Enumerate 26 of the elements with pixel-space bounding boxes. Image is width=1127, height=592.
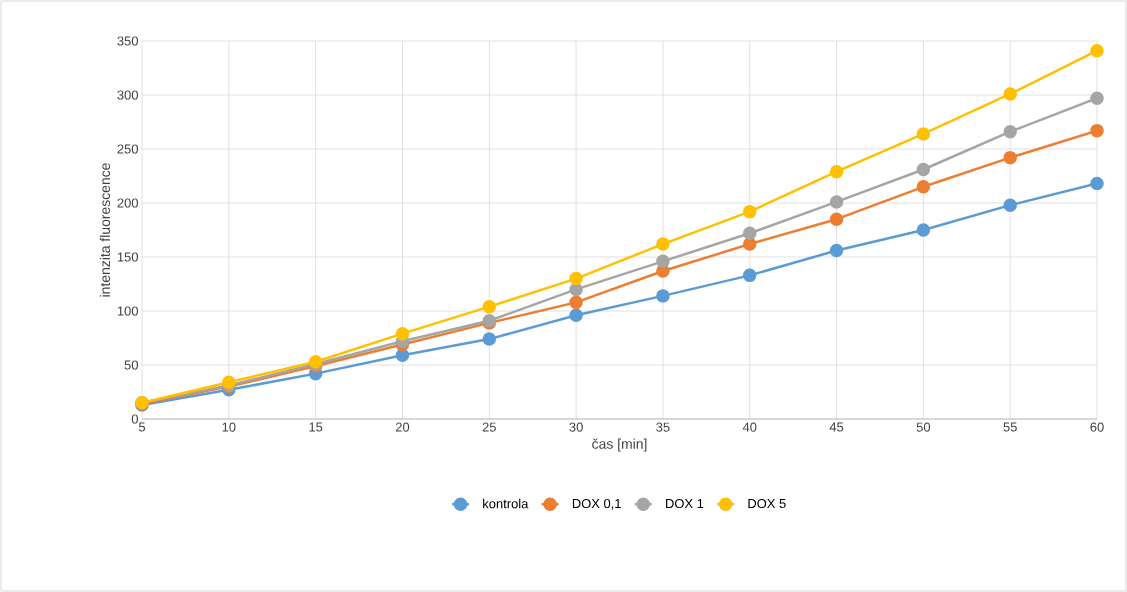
x-tick-label: 40 [742,422,757,432]
y-axis-title: intenzita fluorescence [99,163,111,297]
x-tick-label: 25 [482,422,496,432]
legend-label: DOX 1 [666,498,704,509]
x-tick-label: 10 [222,422,236,432]
legend-label: DOX 0,1 [572,498,621,510]
x-tick-label: 35 [656,422,670,432]
y-tick-label: 350 [117,36,138,46]
x-tick-label: 50 [916,422,931,432]
x-tick-label: 30 [569,422,583,432]
y-tick-label: 200 [117,198,138,208]
legend-label: DOX 5 [748,498,786,509]
y-tick-label: 250 [117,144,138,154]
y-tick-label: 100 [117,306,138,316]
x-tick-label: 55 [1003,422,1017,432]
x-tick-label: 45 [829,422,844,432]
y-tick-label: 0 [131,414,138,424]
x-tick-label: 20 [395,422,410,432]
y-tick-label: 50 [124,360,138,370]
y-tick-label: 150 [117,252,138,262]
x-tick-label: 15 [309,422,323,432]
x-tick-label: 5 [138,422,146,432]
x-axis-title: čas [min] [592,438,647,452]
legend-label: kontrola [483,498,529,509]
x-tick-label: 60 [1090,422,1104,432]
y-tick-label: 300 [117,90,138,100]
